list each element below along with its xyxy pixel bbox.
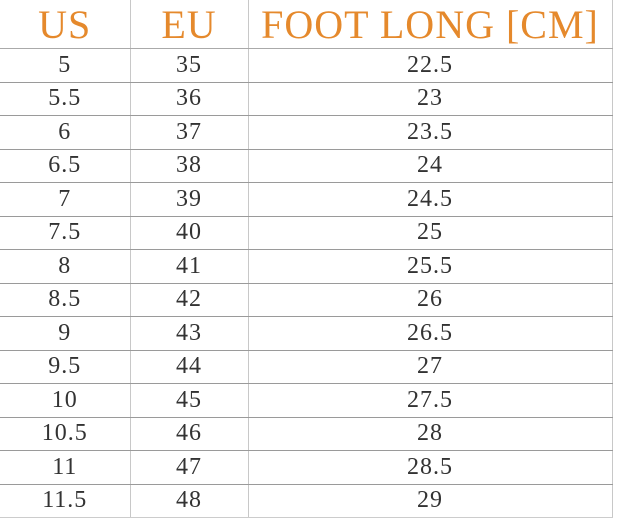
table-cell: 28.5 <box>248 450 613 485</box>
table-row: 10 45 27.5 <box>0 383 613 418</box>
table-cell: 25 <box>248 216 613 250</box>
table-cell: 46 <box>130 417 249 451</box>
table-row: 7.5 40 25 <box>0 216 613 250</box>
table-cell: 47 <box>130 450 249 485</box>
table-row: 6 37 23.5 <box>0 115 613 150</box>
table-cell: 48 <box>130 484 249 518</box>
table-cell: 29 <box>248 484 613 518</box>
table-cell: 9 <box>0 316 131 351</box>
table-cell: 7 <box>0 182 131 217</box>
table-cell: 6.5 <box>0 149 131 183</box>
table-cell: 7.5 <box>0 216 131 250</box>
table-cell: 39 <box>130 182 249 217</box>
table-cell: 5.5 <box>0 82 131 116</box>
table-cell: 26 <box>248 283 613 317</box>
table-cell: 24.5 <box>248 182 613 217</box>
table-cell: 8 <box>0 249 131 284</box>
table-cell: 9.5 <box>0 350 131 384</box>
table-cell: 35 <box>130 48 249 83</box>
table-cell: 28 <box>248 417 613 451</box>
table-row: 7 39 24.5 <box>0 182 613 217</box>
table-row: 8 41 25.5 <box>0 249 613 284</box>
table-cell: 6 <box>0 115 131 150</box>
size-table: US EU FOOT LONG [CM] 5 35 22.5 5.5 36 23 6 37 23.5… <box>0 0 613 518</box>
table-cell: 41 <box>130 249 249 284</box>
table-row: 8.5 42 26 <box>0 283 613 317</box>
table-cell: 23.5 <box>248 115 613 150</box>
table-row: 10.5 46 28 <box>0 417 613 451</box>
table-cell: 36 <box>130 82 249 116</box>
header-cell: EU <box>130 0 249 49</box>
table-cell: 11.5 <box>0 484 131 518</box>
header-row: US EU FOOT LONG [CM] <box>0 0 613 49</box>
table-row: 9.5 44 27 <box>0 350 613 384</box>
header-cell: FOOT LONG [CM] <box>248 0 613 49</box>
table-cell: 25.5 <box>248 249 613 284</box>
table-row: 5.5 36 23 <box>0 82 613 116</box>
table-cell: 38 <box>130 149 249 183</box>
table-cell: 37 <box>130 115 249 150</box>
table-body: 5 35 22.5 5.5 36 23 6 37 23.5 6.5 38 24 7 39 24.5 7.5 40… <box>0 48 613 518</box>
table-cell: 27 <box>248 350 613 384</box>
table-cell: 43 <box>130 316 249 351</box>
table-row: 11.5 48 29 <box>0 484 613 518</box>
table-cell: 10 <box>0 383 131 418</box>
header-cell: US <box>0 0 131 49</box>
table-cell: 23 <box>248 82 613 116</box>
table-cell: 22.5 <box>248 48 613 83</box>
table-row: 11 47 28.5 <box>0 450 613 485</box>
table-cell: 10.5 <box>0 417 131 451</box>
table-cell: 27.5 <box>248 383 613 418</box>
table-cell: 8.5 <box>0 283 131 317</box>
table-cell: 40 <box>130 216 249 250</box>
table-cell: 24 <box>248 149 613 183</box>
table-row: 6.5 38 24 <box>0 149 613 183</box>
table-cell: 11 <box>0 450 131 485</box>
table-cell: 5 <box>0 48 131 83</box>
table-cell: 42 <box>130 283 249 317</box>
table-row: 5 35 22.5 <box>0 48 613 83</box>
table-cell: 44 <box>130 350 249 384</box>
table-cell: 26.5 <box>248 316 613 351</box>
table-cell: 45 <box>130 383 249 418</box>
table-row: 9 43 26.5 <box>0 316 613 351</box>
